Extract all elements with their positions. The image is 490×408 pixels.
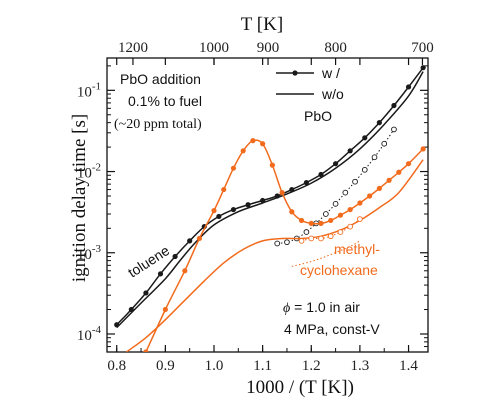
data-point: [391, 103, 396, 108]
data-point: [241, 148, 246, 153]
data-point-open: [382, 141, 387, 146]
data-point: [231, 166, 236, 171]
data-point: [187, 238, 192, 243]
phi-rest: = 1.0 in air: [290, 299, 360, 315]
data-point: [143, 290, 148, 295]
y-tick-exponent: -4: [92, 324, 102, 336]
data-point-open: [353, 179, 358, 184]
top-tick-label: 1200: [118, 40, 148, 56]
toluene-label: toluene: [125, 242, 172, 281]
data-point: [270, 163, 275, 168]
data-point: [357, 200, 362, 205]
pbo-annotation-line1: PbO addition: [120, 71, 201, 87]
data-point: [163, 307, 168, 312]
data-point: [396, 170, 401, 175]
top-axis-title: T [K]: [241, 14, 283, 35]
data-point: [362, 135, 367, 140]
data-point-open: [392, 127, 397, 132]
mch-label-line1: methyl-: [334, 241, 380, 257]
data-point: [348, 207, 353, 212]
data-point-open: [362, 167, 367, 172]
legend-with-marker: [292, 70, 297, 75]
y-tick-base: 10: [77, 328, 92, 344]
data-point-open: [304, 230, 309, 235]
data-point: [338, 213, 343, 218]
legend-suffix: PbO: [304, 108, 332, 124]
data-point: [143, 349, 148, 354]
data-point-open: [275, 241, 280, 246]
x-tick-label: 1.3: [351, 358, 370, 374]
data-point: [216, 214, 221, 219]
y-tick-base: 10: [77, 84, 92, 100]
data-point: [260, 141, 265, 146]
x-tick-label: 1.2: [302, 358, 321, 374]
x-tick-label: 1.4: [399, 358, 418, 374]
data-point-open: [348, 224, 353, 229]
data-point-open: [309, 236, 314, 241]
data-point-open: [323, 212, 328, 217]
data-point-open: [338, 230, 343, 235]
data-point-open: [333, 201, 338, 206]
data-point: [367, 193, 372, 198]
data-point: [406, 84, 411, 89]
phi-symbol: ϕ: [283, 301, 290, 316]
data-point: [250, 138, 255, 143]
data-point: [221, 187, 226, 192]
data-point: [182, 268, 187, 273]
data-point: [299, 218, 304, 223]
x-tick-label: 0.8: [107, 358, 126, 374]
data-point: [318, 221, 323, 226]
data-point-open: [328, 234, 333, 239]
top-tick-label: 700: [411, 40, 434, 56]
data-point: [348, 148, 353, 153]
y-tick-label: 10-1: [77, 80, 101, 100]
y-tick-label: 10-4: [77, 324, 102, 344]
data-point-open: [358, 217, 363, 222]
data-point: [231, 207, 236, 212]
data-point-open: [319, 236, 324, 241]
data-point: [328, 218, 333, 223]
series-line: [277, 129, 394, 243]
data-point: [309, 221, 314, 226]
y-tick-exponent: -2: [92, 162, 101, 174]
data-point-open: [299, 238, 304, 243]
x-tick-label: 0.9: [156, 358, 175, 374]
data-point: [421, 146, 426, 151]
legend: w / w/o PbO: [276, 65, 344, 124]
x-tick-label: 1.0: [205, 358, 224, 374]
data-point-open: [343, 190, 348, 195]
pbo-annotation-line3: (~20 ppm total): [114, 117, 202, 132]
legend-without-label: w/o: [321, 86, 344, 102]
data-point: [289, 209, 294, 214]
pbo-annotation-line2: 0.1% to fuel: [128, 93, 202, 109]
top-tick-label: 1000: [199, 40, 229, 56]
data-point: [421, 65, 426, 70]
y-tick-exponent: -3: [92, 243, 102, 255]
data-point: [279, 190, 284, 195]
phi-annotation: ϕ = 1.0 in air: [283, 299, 360, 316]
legend-with-label: w /: [321, 65, 340, 81]
mch-label-line2: cyclohexane: [300, 262, 378, 278]
data-point: [211, 208, 216, 213]
x-tick-label: 1.1: [253, 358, 272, 374]
data-point: [377, 120, 382, 125]
y-axis-title: ignition delay time [s]: [69, 114, 90, 282]
top-tick-label: 900: [257, 40, 280, 56]
data-point: [386, 178, 391, 183]
data-point-open: [285, 240, 290, 245]
data-point-open: [372, 155, 377, 160]
conditions-annotation: 4 MPa, const-V: [284, 321, 380, 337]
series-1: [117, 72, 423, 328]
data-point: [333, 161, 338, 166]
data-point: [158, 271, 163, 276]
data-point: [377, 186, 382, 191]
y-tick-exponent: -1: [92, 80, 101, 92]
series-line: [117, 72, 423, 328]
data-point: [172, 254, 177, 259]
x-axis-title: 1000 / (T [K]): [246, 377, 354, 398]
data-point: [197, 236, 202, 241]
data-point: [406, 161, 411, 166]
top-tick-label: 800: [324, 40, 347, 56]
